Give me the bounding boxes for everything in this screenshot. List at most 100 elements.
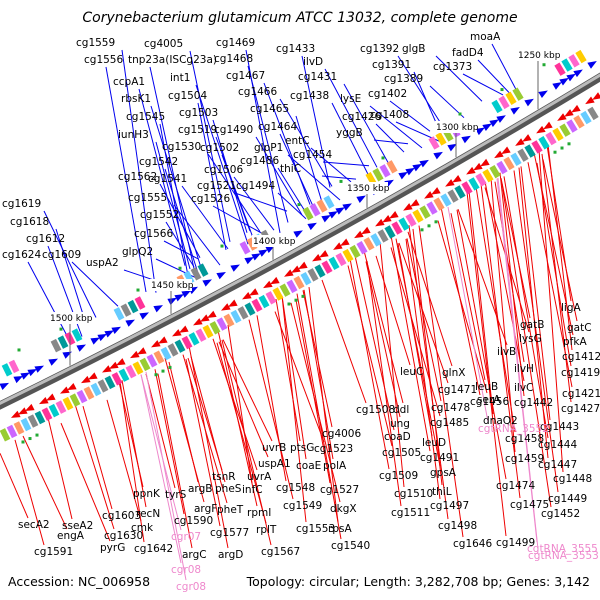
minus-gene-label[interactable]: cg1498 (438, 520, 477, 532)
minus-gene-label[interactable]: cg1510 (394, 488, 433, 500)
plus-gene-label[interactable]: cg1566 (134, 228, 173, 240)
plus-gene-label[interactable]: cg1555 (128, 192, 167, 204)
plus-gene-arrow[interactable] (202, 276, 213, 287)
minus-gene-label[interactable]: gpsA (430, 467, 457, 479)
plus-gene-arrow[interactable] (321, 212, 332, 223)
plus-gene-label[interactable]: cg1465 (250, 103, 289, 115)
minus-gene-arrow[interactable] (16, 407, 28, 417)
plus-gene-label[interactable]: cg1542 (139, 156, 178, 168)
plus-gene-arrow[interactable] (251, 250, 262, 261)
plus-gene-label[interactable]: glpP1 (254, 142, 283, 154)
plus-gene-label[interactable]: glgB (402, 43, 425, 55)
plus-gene-arrow[interactable] (48, 355, 59, 366)
minus-gene-label[interactable]: cg1642 (134, 543, 173, 555)
minus-gene-label[interactable]: pheS (215, 483, 242, 495)
plus-gene-label[interactable]: cg1612 (26, 233, 65, 245)
minus-gene-label[interactable]: rplT (256, 524, 277, 536)
minus-gene-label[interactable]: ilvH (514, 363, 534, 375)
plus-gene-arrow[interactable] (20, 369, 31, 380)
minus-gene-arrow[interactable] (44, 393, 56, 403)
plus-gene-arrow[interactable] (27, 366, 38, 377)
minus-gene-label[interactable]: cg1527 (320, 484, 359, 496)
plus-gene-label[interactable]: thiC (280, 163, 301, 175)
minus-gene-arrow[interactable] (170, 329, 182, 339)
minus-gene-label[interactable]: ligA (561, 302, 581, 314)
plus-gene-arrow[interactable] (328, 208, 339, 219)
plus-gene-label[interactable]: cg1438 (290, 90, 329, 102)
plus-gene-arrow[interactable] (174, 291, 185, 302)
minus-gene-arrow[interactable] (317, 250, 329, 260)
minus-gene-label[interactable]: cg1478 (431, 402, 470, 414)
plus-gene-label[interactable]: cg1402 (368, 88, 407, 100)
minus-gene-label[interactable]: cg1540 (331, 540, 370, 552)
minus-gene-label[interactable]: cg1553 (296, 523, 335, 535)
minus-gene-label[interactable]: cg1444 (538, 439, 577, 451)
minus-gene-arrow[interactable] (464, 166, 476, 178)
minus-gene-label[interactable]: tyrS (165, 489, 187, 501)
minus-gene-label[interactable]: rpsA (328, 523, 352, 535)
plus-gene-label[interactable]: cg1619 (2, 198, 41, 210)
minus-gene-label[interactable]: leuC (400, 366, 423, 378)
minus-gene-label[interactable]: cg1459 (505, 453, 544, 465)
minus-gene-label[interactable]: cg1603 (102, 510, 141, 522)
plus-gene-label[interactable]: iunH3 (118, 129, 149, 141)
plus-gene-label[interactable]: glpQ2 (122, 246, 153, 258)
minus-gene-label[interactable]: gatB (520, 319, 544, 331)
minus-gene-label[interactable]: uvrA (247, 471, 272, 483)
plus-gene-label[interactable]: cg1454 (293, 149, 332, 161)
minus-gene-arrow[interactable] (23, 403, 35, 414)
minus-gene-label[interactable]: engA (57, 530, 85, 542)
plus-gene-arrow[interactable] (482, 120, 493, 132)
plus-gene-arrow[interactable] (552, 79, 563, 90)
plus-gene-arrow[interactable] (405, 165, 416, 176)
minus-gene-label[interactable]: uspA1 (258, 458, 291, 470)
plus-gene-arrow[interactable] (587, 58, 598, 69)
minus-gene-label[interactable]: serA (477, 394, 501, 406)
plus-gene-label[interactable]: uspA2 (86, 257, 119, 269)
minus-gene-label[interactable]: cg1442 (514, 397, 553, 409)
minus-gene-arrow[interactable] (352, 230, 364, 241)
plus-gene-arrow[interactable] (398, 169, 409, 180)
plus-gene-label[interactable]: ccpA1 (113, 76, 145, 88)
rna-label[interactable]: cgtRNA_3553 (528, 550, 599, 562)
minus-gene-label[interactable]: cg1419 (561, 367, 600, 379)
plus-gene-label[interactable]: moaA (470, 31, 501, 43)
rna-label[interactable]: cgr08 (176, 581, 206, 593)
minus-gene-arrow[interactable] (380, 214, 392, 226)
rna-label[interactable]: cgtRNA_3552 (478, 423, 549, 435)
minus-gene-arrow[interactable] (387, 211, 399, 222)
plus-gene-arrow[interactable] (433, 149, 444, 160)
plus-gene-arrow[interactable] (356, 192, 367, 203)
minus-gene-arrow[interactable] (289, 265, 301, 276)
plus-gene-label[interactable]: cg1468 (214, 53, 253, 65)
minus-gene-arrow[interactable] (261, 280, 273, 291)
minus-gene-label[interactable]: thiL (432, 486, 452, 498)
minus-gene-arrow[interactable] (492, 150, 504, 162)
plus-gene-label[interactable]: cg1433 (276, 43, 315, 55)
minus-gene-label[interactable]: rpmI (247, 507, 271, 519)
plus-gene-arrow[interactable] (342, 200, 353, 211)
plus-gene-arrow[interactable] (34, 362, 45, 373)
minus-gene-label[interactable]: ppnK (133, 488, 161, 500)
minus-gene-arrow[interactable] (513, 138, 525, 149)
minus-gene-arrow[interactable] (520, 134, 532, 145)
plus-gene-label[interactable]: cg1541 (148, 173, 187, 185)
plus-gene-arrow[interactable] (244, 254, 255, 265)
plus-gene-label[interactable]: cg1521 (197, 180, 236, 192)
minus-gene-arrow[interactable] (191, 318, 203, 328)
plus-gene-arrow[interactable] (524, 96, 535, 107)
minus-gene-label[interactable]: cg1412 (562, 351, 600, 363)
minus-gene-label[interactable]: ilvC (514, 382, 533, 394)
plus-gene-label[interactable]: cg1559 (76, 37, 115, 49)
plus-gene-label[interactable]: cg1530 (162, 141, 201, 153)
minus-gene-arrow[interactable] (79, 375, 91, 386)
plus-gene-label[interactable]: cg1464 (258, 121, 297, 133)
minus-gene-label[interactable]: cg1630 (104, 530, 143, 542)
minus-gene-arrow[interactable] (198, 314, 210, 324)
plus-gene-label[interactable]: cg1426 (342, 111, 381, 123)
minus-gene-label[interactable]: gatC (567, 322, 592, 334)
plus-gene-label[interactable]: entC (285, 135, 310, 147)
plus-gene-label[interactable]: cg1562 (118, 171, 157, 183)
plus-gene-arrow[interactable] (167, 295, 178, 306)
plus-gene-label[interactable]: cg1502 (200, 142, 239, 154)
